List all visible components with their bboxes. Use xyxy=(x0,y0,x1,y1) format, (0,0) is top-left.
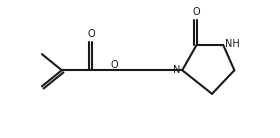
Text: O: O xyxy=(193,7,200,17)
Text: O: O xyxy=(88,29,95,39)
Text: O: O xyxy=(110,60,118,70)
Text: N: N xyxy=(173,65,180,75)
Text: NH: NH xyxy=(225,39,240,49)
